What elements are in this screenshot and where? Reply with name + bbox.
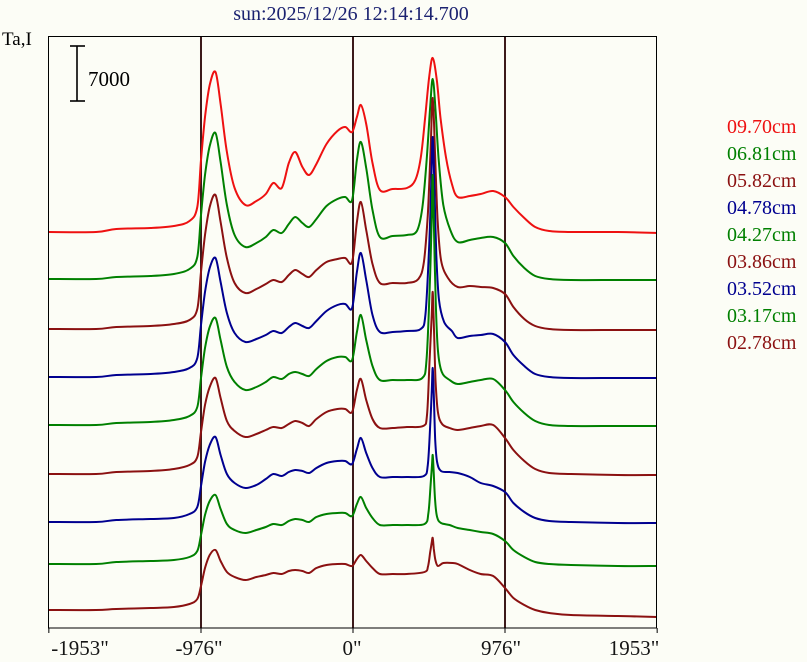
page-title: sun:2025/12/26 12:14:14.700 <box>233 3 469 25</box>
reference-lines <box>199 36 507 628</box>
x-label-0: 0" <box>342 636 361 660</box>
x-label-1953: 1953" <box>609 636 660 660</box>
scan-curve-04.78cm <box>48 135 657 380</box>
legend-item-0427cm: 04.27cm <box>727 224 797 246</box>
scan-curve-04.27cm <box>48 173 657 428</box>
legend-item-0386cm: 03.86cm <box>727 251 797 273</box>
x-label--976: -976" <box>175 636 222 660</box>
legend-item-0582cm: 05.82cm <box>727 170 797 192</box>
legend-item-0478cm: 04.78cm <box>727 197 797 219</box>
scale-bar-label: 7000 <box>88 67 130 91</box>
legend-item-0278cm: 02.78cm <box>727 332 797 354</box>
scan-curve-03.86cm <box>48 290 657 477</box>
scan-curve-06.81cm <box>48 77 657 282</box>
legend-item-0317cm: 03.17cm <box>727 305 797 327</box>
x-label-976: 976" <box>481 636 521 660</box>
scan-curves <box>48 56 657 618</box>
scan-curve-03.17cm <box>48 453 657 568</box>
legend-item-0352cm: 03.52cm <box>727 278 797 300</box>
scan-curve-05.82cm <box>48 96 657 332</box>
y-axis-label: Ta,I <box>2 29 32 50</box>
x-axis-labels: -1953" -976" 0" 976" 1953" <box>51 636 659 660</box>
scan-curve-09.70cm <box>48 56 657 234</box>
x-label--1953: -1953" <box>51 636 109 660</box>
x-axis-ticks <box>48 628 658 633</box>
scan-curve-03.52cm <box>48 366 657 525</box>
legend-item-0681cm: 06.81cm <box>727 143 797 165</box>
wavelength-legend: 09.70cm 06.81cm 05.82cm 04.78cm 04.27cm … <box>727 116 797 354</box>
scan-curve-02.78cm <box>48 536 657 618</box>
legend-item-0970cm: 09.70cm <box>727 116 797 138</box>
intensity-scale-bar <box>70 45 85 102</box>
